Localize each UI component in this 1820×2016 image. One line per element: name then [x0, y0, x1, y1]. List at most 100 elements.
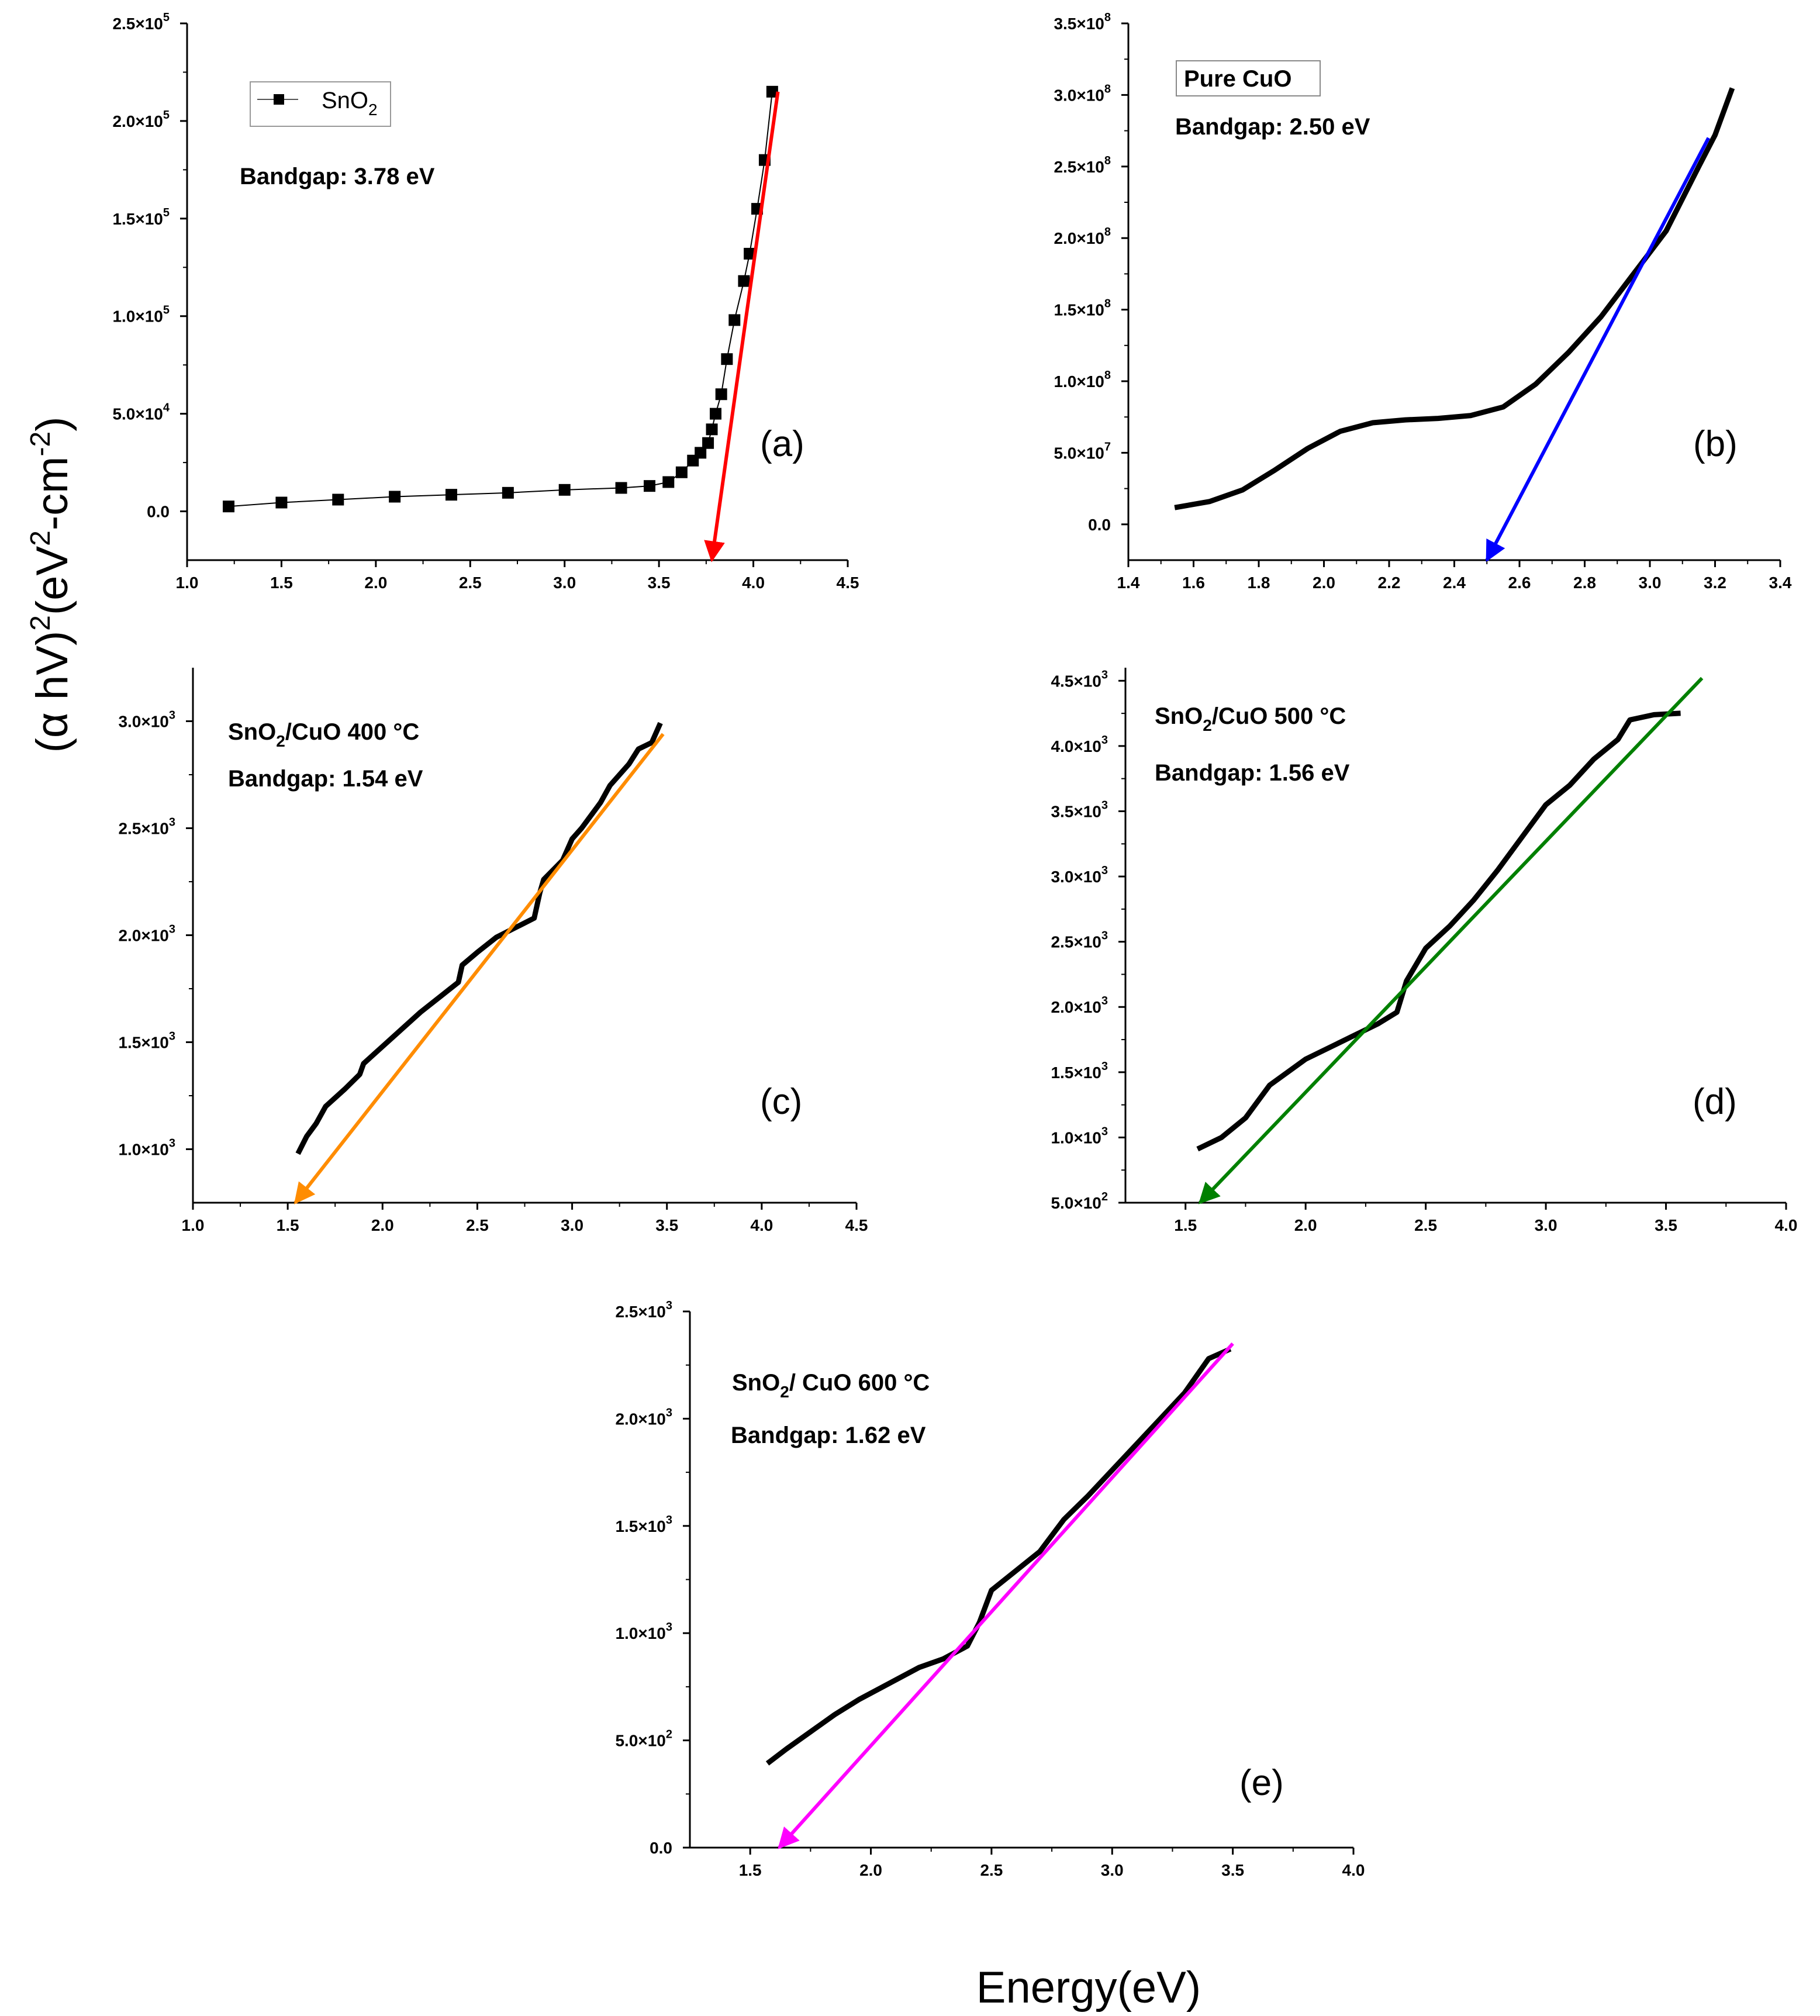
- x-tick-label: 2.0: [371, 1216, 394, 1234]
- sample-c: SnO2/CuO 400 °C: [228, 719, 419, 750]
- x-tick-label: 2.6: [1508, 574, 1531, 592]
- bandgap-d: Bandgap: 1.56 eV: [1155, 760, 1350, 786]
- y-tick-label: 2.5×105: [112, 11, 170, 33]
- x-tick-label: 1.0: [182, 1216, 205, 1234]
- panel-label-e: (e): [1239, 1763, 1284, 1803]
- x-tick-label: 3.5: [1655, 1216, 1677, 1234]
- marks-b: [1174, 87, 1735, 562]
- data-point: [445, 489, 457, 501]
- x-tick-label: 2.2: [1378, 574, 1401, 592]
- data-point: [662, 476, 675, 488]
- marks-a: [223, 85, 780, 562]
- panel-c: 1.0 1.5 2.0 2.5 3.0 3.5 4.0 4.5 1.0×103 1.5×103 2.…: [118, 668, 868, 1234]
- axes-c: 1.0 1.5 2.0 2.5 3.0 3.5 4.0 4.5 1.0×103 1.5×103 2.…: [118, 668, 868, 1234]
- panel-b: 1.4 1.6 1.8 2.0 2.2 2.4 2.6 2.8 3.0 3.2 3.4 0.0 5.0×…: [1054, 11, 1791, 592]
- fit-arrow: [778, 1342, 1234, 1849]
- marks-c: [293, 722, 665, 1204]
- x-tick-label: 1.4: [1117, 574, 1140, 592]
- x-tick-label: 1.5: [739, 1861, 762, 1879]
- legend-marker: [274, 94, 284, 105]
- x-tick-label: 2.5: [459, 574, 482, 592]
- axes-d: 1.5 2.0 2.5 3.0 3.5 4.0 5.0×102 1.0×103 1.5×103 2…: [1051, 668, 1797, 1234]
- data-point: [738, 275, 750, 287]
- x-tick-label: 2.0: [1313, 574, 1335, 592]
- x-tick-label: 2.5: [1414, 1216, 1437, 1234]
- y-tick-label: 0.0: [650, 1839, 672, 1857]
- y-tick-label: 3.0×103: [1051, 864, 1108, 886]
- x-tick-label: 3.5: [1221, 1861, 1244, 1879]
- x-tick-label: 1.5: [277, 1216, 299, 1234]
- y-tick-label: 3.0×108: [1054, 82, 1111, 104]
- y-tick-label: 4.0×103: [1051, 734, 1108, 755]
- y-tick-label: 3.0×103: [118, 709, 175, 731]
- y-tick-label: 5.0×104: [112, 402, 170, 423]
- y-tick-label: 2.5×103: [615, 1299, 672, 1321]
- x-tick-label: 3.0: [561, 1216, 583, 1234]
- y-tick-label: 2.5×103: [118, 816, 175, 838]
- data-series-line: [1174, 87, 1735, 510]
- y-tick-label: 1.5×103: [1051, 1060, 1108, 1082]
- panel-d: 1.5 2.0 2.5 3.0 3.5 4.0 5.0×102 1.0×103 1.5×103 2…: [1051, 668, 1797, 1234]
- x-tick-label: 1.5: [1174, 1216, 1197, 1234]
- x-tick-label: 1.8: [1248, 574, 1270, 592]
- data-series-line: [227, 91, 773, 508]
- x-tick-label: 3.4: [1769, 574, 1792, 592]
- y-tick-label: 2.5×108: [1054, 154, 1111, 176]
- panel-e: 1.5 2.0 2.5 3.0 3.5 4.0 0.0 5.0×102 1.0×103 1.5×1…: [615, 1299, 1365, 1879]
- marks-e: [765, 1342, 1234, 1849]
- y-tick-label: 1.0×103: [1051, 1125, 1108, 1147]
- x-tick-label: 3.5: [648, 574, 671, 592]
- panel-label-b: (b): [1693, 424, 1738, 464]
- data-point: [675, 466, 688, 478]
- legend-label: SnO2: [322, 88, 378, 119]
- y-tick-label: 2.0×108: [1054, 226, 1111, 247]
- y-tick-label: 1.5×108: [1054, 298, 1111, 319]
- panel-a: 1.0 1.5 2.0 2.5 3.0 3.5 4.0 4.5 0.0 5.0×104 1.0×10…: [112, 11, 859, 592]
- x-tick-label: 4.0: [1775, 1216, 1798, 1234]
- y-tick-label: 5.0×102: [615, 1728, 672, 1750]
- sample-e: SnO2/ CuO 600 °C: [732, 1370, 930, 1401]
- y-tick-label: 1.0×103: [615, 1621, 672, 1642]
- x-tick-label: 2.5: [466, 1216, 489, 1234]
- fit-arrow: [704, 91, 780, 562]
- y-tick-label: 2.0×103: [118, 923, 175, 945]
- bandgap-e: Bandgap: 1.62 eV: [731, 1423, 926, 1448]
- axes-b: 1.4 1.6 1.8 2.0 2.2 2.4 2.6 2.8 3.0 3.2 3.4 0.0 5.0×…: [1054, 11, 1791, 592]
- y-tick-label: 5.0×107: [1054, 440, 1111, 462]
- data-series-line: [765, 1347, 1232, 1766]
- y-tick-label: 3.5×103: [1051, 799, 1108, 820]
- x-tick-label: 1.0: [176, 574, 199, 592]
- x-tick-label: 3.0: [1535, 1216, 1557, 1234]
- sample-b: Pure CuO: [1184, 66, 1291, 92]
- x-tick-label: 3.0: [553, 574, 576, 592]
- bandgap-c: Bandgap: 1.54 eV: [228, 766, 423, 792]
- data-point: [332, 493, 344, 506]
- y-tick-label: 2.0×103: [1051, 995, 1108, 1016]
- x-tick-label: 4.5: [837, 574, 859, 592]
- fit-arrow: [1485, 137, 1711, 562]
- data-point: [728, 314, 741, 326]
- x-tick-label: 2.0: [1294, 1216, 1317, 1234]
- x-tick-label: 3.0: [1639, 574, 1662, 592]
- x-tick-label: 2.4: [1443, 574, 1466, 592]
- bandgap-b: Bandgap: 2.50 eV: [1175, 114, 1370, 140]
- legend-a: SnO2: [250, 81, 391, 127]
- data-point: [695, 447, 707, 459]
- fit-arrow: [1198, 676, 1704, 1204]
- data-point: [389, 491, 401, 503]
- x-tick-label: 4.0: [750, 1216, 773, 1234]
- data-point: [721, 353, 733, 365]
- y-tick-label: 1.0×108: [1054, 369, 1111, 391]
- panel-label-c: (c): [760, 1082, 802, 1122]
- data-point: [715, 388, 727, 401]
- x-tick-label: 2.0: [364, 574, 387, 592]
- panel-label-a: (a): [760, 424, 804, 464]
- y-tick-label: 1.0×103: [118, 1137, 175, 1159]
- data-point: [644, 480, 655, 492]
- y-tick-label: 1.5×105: [112, 206, 170, 228]
- y-tick-label: 0.0: [1088, 516, 1111, 534]
- panel-label-d: (d): [1693, 1082, 1737, 1122]
- data-point: [702, 437, 714, 449]
- data-point: [275, 496, 288, 509]
